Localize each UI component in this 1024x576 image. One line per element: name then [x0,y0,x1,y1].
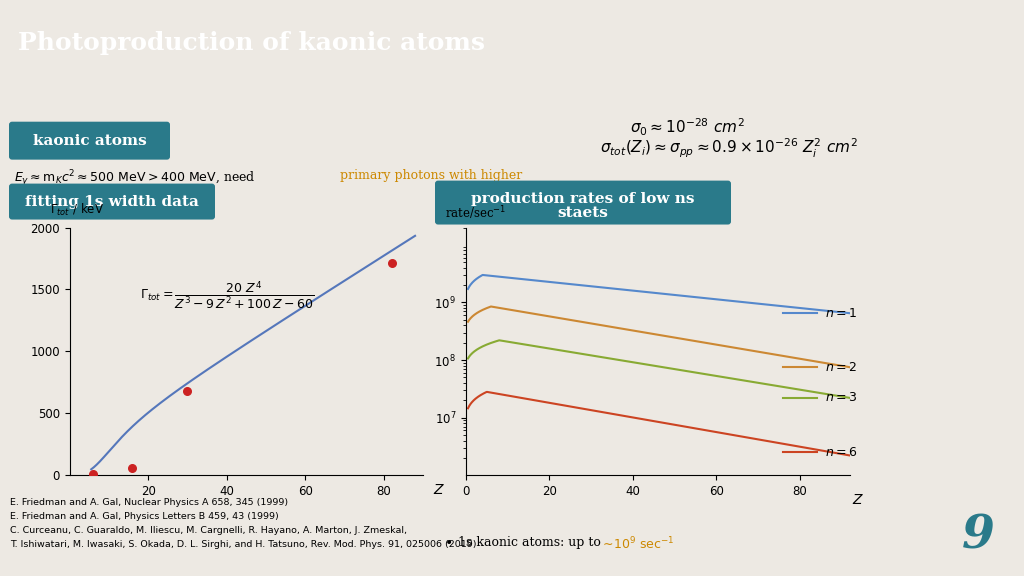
Text: $\mathit{n} = 3$: $\mathit{n} = 3$ [825,392,857,404]
Point [383,259,399,268]
Text: staets: staets [557,206,608,219]
Text: •: • [445,536,454,550]
Text: fitting 1s width data: fitting 1s width data [25,195,199,209]
Text: rate/sec$^{-1}$: rate/sec$^{-1}$ [445,204,507,222]
FancyBboxPatch shape [9,184,215,219]
Text: $\mathit{n} = 2$: $\mathit{n} = 2$ [825,361,857,374]
Text: $Z$: $Z$ [852,492,864,506]
Text: $E_\gamma \approx \mathrm{m}_K c^2 \approx 500\ \mathrm{MeV} > 400\ \mathrm{MeV}: $E_\gamma \approx \mathrm{m}_K c^2 \appr… [14,169,256,190]
FancyBboxPatch shape [435,181,731,225]
Text: T. Ishiwatari, M. Iwasaki, S. Okada, D. L. Sirghi, and H. Tatsuno, Rev. Mod. Phy: T. Ishiwatari, M. Iwasaki, S. Okada, D. … [10,540,476,549]
Text: $\sigma_0 \approx 10^{-28}\ cm^2$: $\sigma_0 \approx 10^{-28}\ cm^2$ [630,117,744,138]
Text: primary photons with higher: primary photons with higher [340,169,522,181]
Text: $\mathit{n} = 1$: $\mathit{n} = 1$ [825,306,857,320]
Text: C. Curceanu, C. Guaraldo, M. Iliescu, M. Cargnelli, R. Hayano, A. Marton, J. Zme: C. Curceanu, C. Guaraldo, M. Iliescu, M.… [10,526,407,535]
Text: Photoproduction of kaonic atoms: Photoproduction of kaonic atoms [18,31,485,55]
Text: $\mathit{n} = 6$: $\mathit{n} = 6$ [825,446,857,459]
Text: production rates of low ns: production rates of low ns [471,192,694,206]
Text: energy: energy [14,184,58,196]
Point [85,469,101,479]
Point [124,463,140,472]
Text: 1s kaonic atoms: up to: 1s kaonic atoms: up to [458,536,605,549]
Text: 9: 9 [963,512,995,558]
Text: $Z$: $Z$ [432,483,444,497]
Text: $\sigma_{tot}(Z_i) \approx \sigma_{pp} \approx 0.9\times 10^{-26}\ Z_i^2\ cm^2$: $\sigma_{tot}(Z_i) \approx \sigma_{pp} \… [600,137,858,160]
Text: E. Friedman and A. Gal, Physics Letters B 459, 43 (1999): E. Friedman and A. Gal, Physics Letters … [10,512,279,521]
Text: kaonic atoms: kaonic atoms [33,134,146,147]
Point [179,386,196,396]
Text: E. Friedman and A. Gal, Nuclear Physics A 658, 345 (1999): E. Friedman and A. Gal, Nuclear Physics … [10,498,288,507]
FancyBboxPatch shape [9,122,170,160]
Text: $\sim\!10^9\ \mathrm{sec}^{-1}$: $\sim\!10^9\ \mathrm{sec}^{-1}$ [600,536,675,552]
Text: $\Gamma_{tot} = \dfrac{20\ Z^4}{Z^3 - 9\,Z^2 + 100\,Z - 60}$: $\Gamma_{tot} = \dfrac{20\ Z^4}{Z^3 - 9\… [140,279,314,311]
Text: $\Gamma_{tot}\ /\ \mathrm{keV}$: $\Gamma_{tot}\ /\ \mathrm{keV}$ [50,202,104,218]
